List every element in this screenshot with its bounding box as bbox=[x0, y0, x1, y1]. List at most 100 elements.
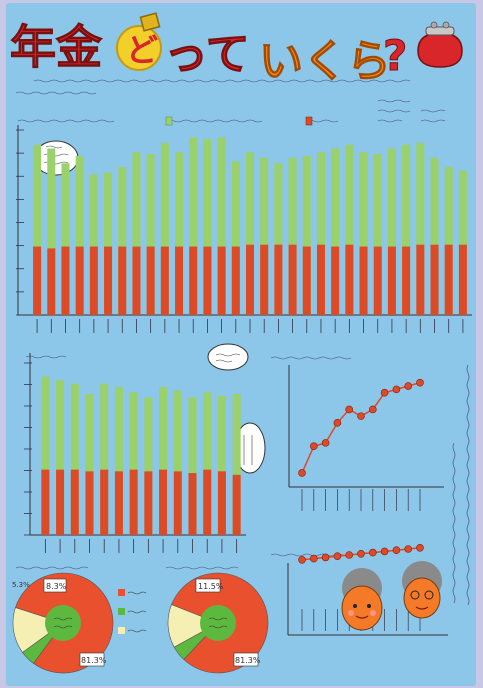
bar-red bbox=[159, 469, 168, 535]
bar-red bbox=[144, 471, 153, 535]
bar-green bbox=[359, 152, 368, 315]
bar-green bbox=[33, 144, 42, 315]
data-point bbox=[345, 551, 354, 559]
legend-swatch-red bbox=[305, 116, 313, 126]
coin-icon: ど bbox=[116, 12, 162, 71]
vertical-handwriting bbox=[452, 364, 470, 606]
bar-green bbox=[118, 167, 127, 315]
bar-green bbox=[104, 172, 113, 315]
data-point bbox=[404, 382, 413, 390]
pie-chart-1-center bbox=[45, 605, 81, 641]
bar-green bbox=[217, 395, 226, 535]
bar-red bbox=[430, 244, 439, 315]
bar-red bbox=[217, 471, 226, 535]
bar-red bbox=[274, 244, 283, 315]
bar-green bbox=[217, 137, 226, 315]
data-point bbox=[392, 385, 401, 394]
data-point bbox=[309, 442, 318, 451]
bar-green bbox=[203, 139, 212, 315]
pie-chart-1-label-left: 5.3% bbox=[12, 581, 30, 589]
bar-red bbox=[61, 246, 70, 315]
data-point bbox=[298, 469, 306, 477]
bar-red bbox=[189, 246, 198, 315]
bar-red bbox=[85, 471, 94, 535]
bar-green bbox=[160, 142, 169, 315]
intro-handwriting bbox=[15, 79, 446, 570]
bar-green bbox=[188, 397, 197, 535]
bar-red bbox=[232, 474, 241, 535]
bar-red bbox=[114, 471, 123, 535]
poster: 年金 ど って いくら ? bbox=[6, 3, 476, 686]
bar-green bbox=[189, 137, 198, 315]
bar-red bbox=[203, 246, 212, 315]
data-point bbox=[333, 552, 342, 561]
bar-green bbox=[302, 155, 311, 315]
bar-green bbox=[246, 152, 254, 315]
bar-green bbox=[232, 393, 241, 535]
bar-red bbox=[160, 246, 169, 315]
bar-red bbox=[387, 246, 396, 315]
bar-green bbox=[373, 154, 382, 315]
coin-purse-icon bbox=[417, 21, 463, 68]
bar-green bbox=[173, 390, 182, 535]
bar-green bbox=[402, 144, 411, 315]
bar-red bbox=[416, 244, 425, 315]
bar-red bbox=[188, 473, 197, 535]
pie-chart-1-legend bbox=[118, 589, 147, 634]
elderly-man-icon bbox=[402, 561, 442, 619]
bar-red bbox=[458, 244, 467, 315]
data-point bbox=[321, 439, 330, 447]
data-point bbox=[368, 405, 377, 414]
title-question-mark: ? bbox=[383, 31, 407, 80]
data-point bbox=[345, 405, 354, 414]
bar-red bbox=[129, 469, 138, 535]
data-point bbox=[416, 543, 424, 552]
bar-green bbox=[129, 392, 138, 535]
bar-chart-2 bbox=[24, 353, 246, 553]
elderly-woman-icon bbox=[341, 568, 383, 631]
bar-red bbox=[173, 471, 182, 535]
bar-green bbox=[132, 152, 141, 315]
bar-green bbox=[331, 148, 340, 315]
title-coin-char: ど bbox=[126, 31, 158, 69]
bar-red bbox=[100, 469, 109, 535]
data-point bbox=[380, 547, 389, 556]
series-line bbox=[301, 381, 421, 474]
data-point bbox=[298, 555, 306, 564]
data-point bbox=[357, 549, 365, 558]
data-point bbox=[333, 419, 342, 427]
bar-green bbox=[85, 393, 94, 535]
bar-green bbox=[70, 383, 79, 535]
bar-green bbox=[387, 148, 396, 315]
pie-chart-1-label-top: 8.3% bbox=[46, 582, 67, 591]
bar-red bbox=[118, 246, 127, 315]
bar-red bbox=[70, 469, 79, 535]
bar-red bbox=[47, 248, 56, 315]
bar-red bbox=[41, 469, 50, 535]
bar-green bbox=[288, 157, 297, 315]
bar-green bbox=[416, 142, 425, 315]
bar-green bbox=[47, 148, 56, 315]
line-chart-1 bbox=[288, 365, 444, 511]
bar-green bbox=[75, 155, 84, 315]
bar-red bbox=[104, 246, 113, 315]
bar-red bbox=[444, 244, 453, 315]
bar-green bbox=[146, 154, 155, 315]
data-point bbox=[309, 554, 318, 563]
bar-green bbox=[203, 392, 212, 535]
bar-red bbox=[359, 246, 368, 315]
bar-red bbox=[316, 244, 325, 315]
data-point bbox=[404, 545, 413, 553]
bar-green bbox=[316, 152, 325, 315]
poster-canvas: 年金 ど って いくら ? bbox=[10, 12, 472, 674]
bar-green bbox=[345, 144, 354, 315]
bar-green bbox=[444, 167, 453, 315]
bar-green bbox=[89, 174, 98, 315]
bar-red bbox=[231, 246, 240, 315]
bar-green bbox=[144, 397, 153, 535]
bar-green bbox=[114, 387, 123, 535]
pie-chart-1: 8.3% 81.3% 5.3% bbox=[12, 572, 147, 674]
bar-red bbox=[89, 246, 98, 315]
data-point bbox=[380, 388, 389, 397]
bar-green bbox=[430, 157, 439, 315]
